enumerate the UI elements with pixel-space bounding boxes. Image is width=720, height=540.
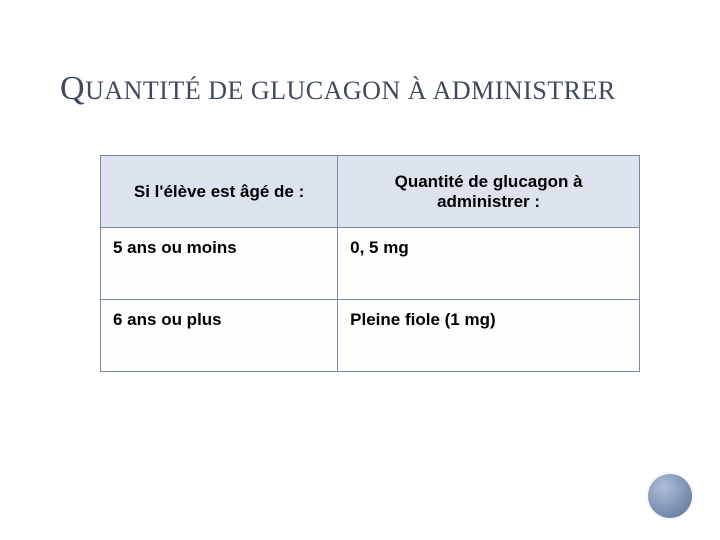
cell-dose: Pleine fiole (1 mg) bbox=[338, 300, 640, 372]
column-header-dose: Quantité de glucagon à administrer : bbox=[338, 156, 640, 228]
cell-dose: 0, 5 mg bbox=[338, 228, 640, 300]
table-row: 6 ans ou plus Pleine fiole (1 mg) bbox=[101, 300, 640, 372]
cell-age: 6 ans ou plus bbox=[101, 300, 338, 372]
column-header-age: Si l'élève est âgé de : bbox=[101, 156, 338, 228]
cell-age: 5 ans ou moins bbox=[101, 228, 338, 300]
decorative-sphere-icon bbox=[648, 474, 692, 518]
table-header-row: Si l'élève est âgé de : Quantité de gluc… bbox=[101, 156, 640, 228]
table-row: 5 ans ou moins 0, 5 mg bbox=[101, 228, 640, 300]
dosage-table: Si l'élève est âgé de : Quantité de gluc… bbox=[100, 155, 640, 372]
title-first-letter: Q bbox=[60, 70, 85, 107]
slide-title: QUANTITÉ DE GLUCAGON À ADMINISTRER bbox=[60, 70, 680, 108]
title-rest: UANTITÉ DE GLUCAGON À ADMINISTRER bbox=[85, 76, 616, 105]
slide: QUANTITÉ DE GLUCAGON À ADMINISTRER Si l'… bbox=[0, 0, 720, 540]
